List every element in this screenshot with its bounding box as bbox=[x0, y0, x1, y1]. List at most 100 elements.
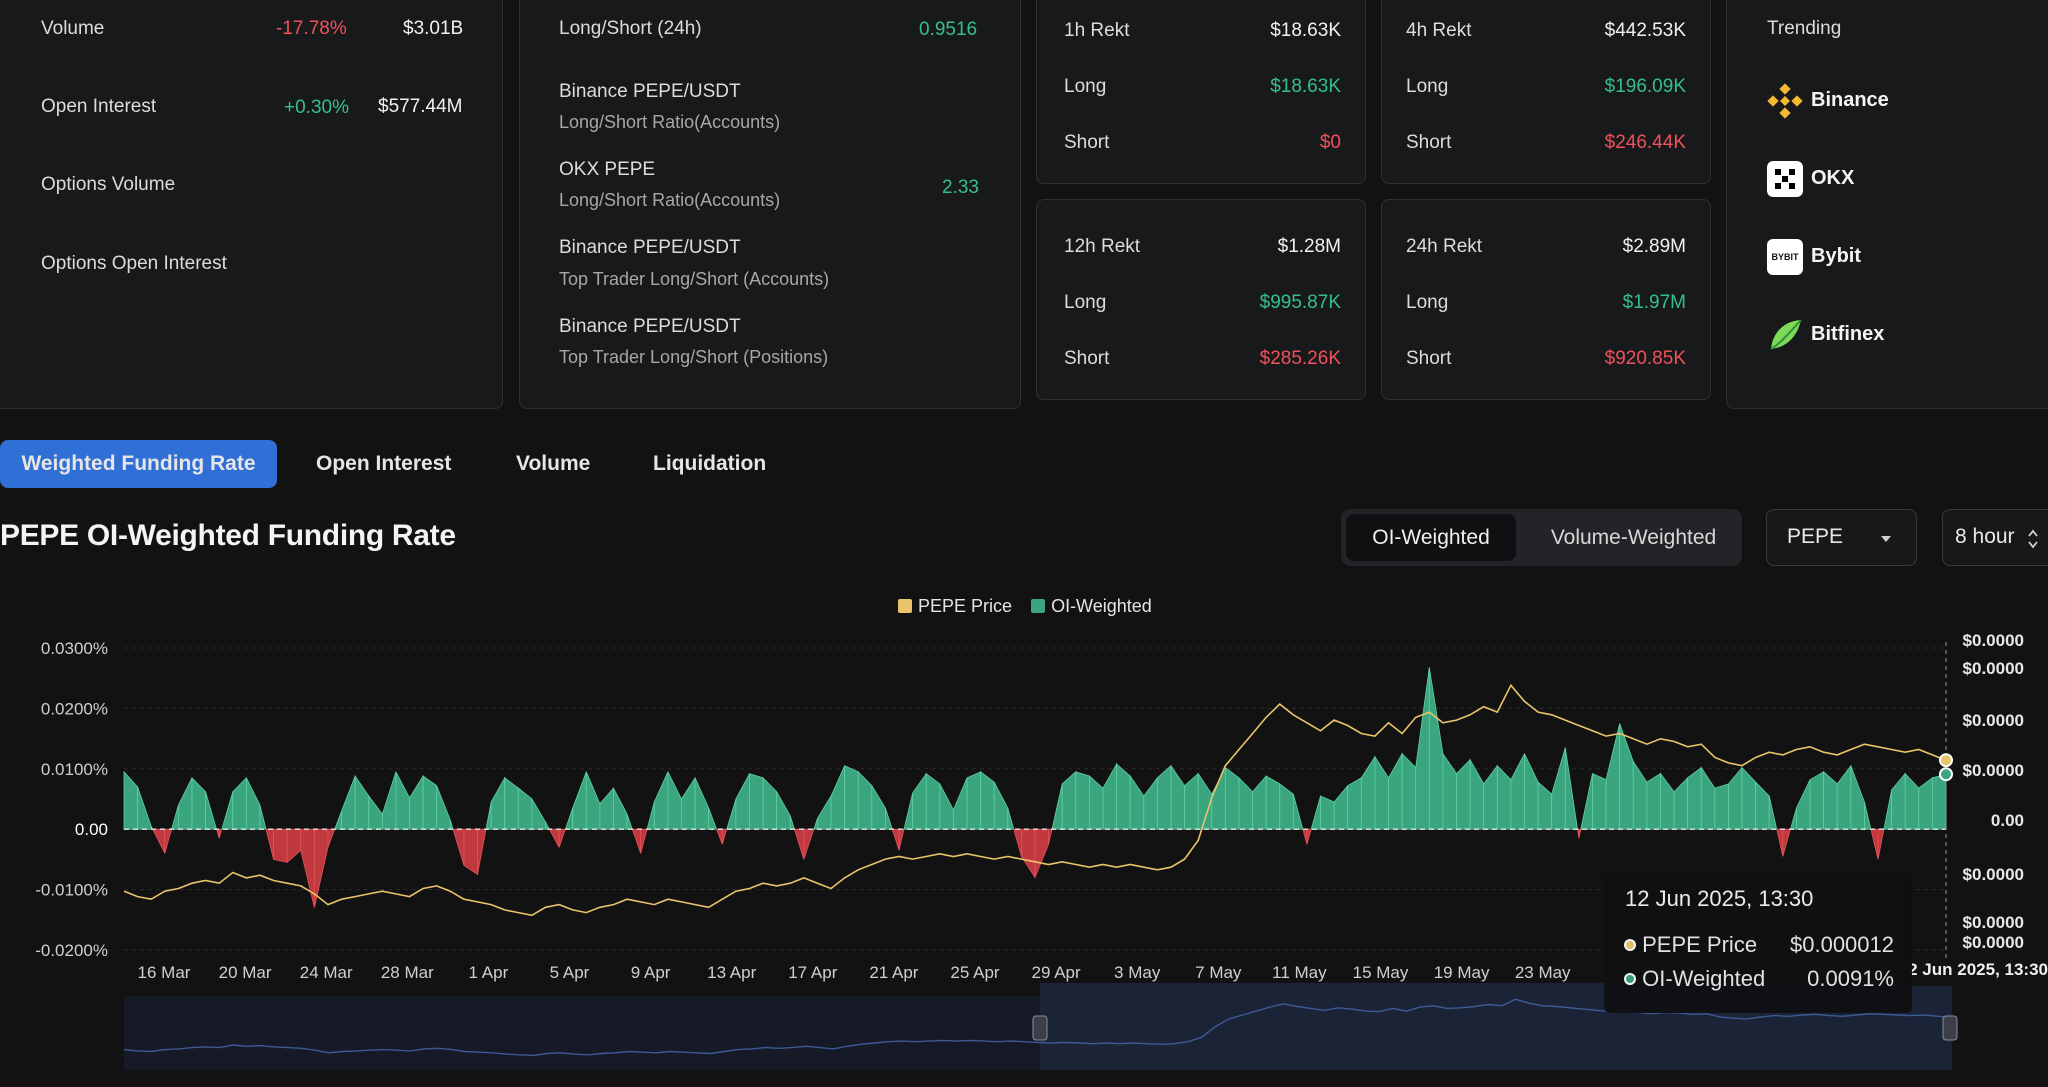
oi-area-positive bbox=[626, 813, 633, 830]
symbol-select-value: PEPE bbox=[1787, 525, 1844, 548]
oi-area-positive bbox=[844, 765, 859, 830]
oi-area-positive bbox=[1883, 789, 1893, 830]
market-stats-card: Volume -17.78% $3.01B Open Interest +0.3… bbox=[0, 0, 503, 409]
tab-liquidation[interactable]: Liquidation bbox=[653, 452, 767, 475]
oi-area-positive bbox=[1347, 777, 1362, 830]
oi-area-positive bbox=[1075, 771, 1090, 830]
trending-exchange-name: Bitfinex bbox=[1811, 323, 1885, 345]
oi-area-positive bbox=[1238, 776, 1253, 830]
oi-area-positive bbox=[232, 776, 247, 830]
y-tick-label-left: 0.0200% bbox=[41, 699, 108, 718]
volume-weighted-option[interactable]: Volume-Weighted bbox=[1550, 526, 1717, 549]
oi-area-positive bbox=[1333, 784, 1349, 830]
oi-area-positive bbox=[1211, 767, 1226, 830]
oi-area-positive bbox=[504, 777, 519, 830]
tooltip-value-oi: 0.0091% bbox=[1807, 966, 1894, 991]
oi-area-negative bbox=[265, 828, 274, 860]
oi-area-positive bbox=[789, 815, 795, 830]
oi-area-negative bbox=[327, 828, 336, 848]
x-tick-label: 29 Apr bbox=[1032, 963, 1081, 982]
oi-area-positive bbox=[1755, 781, 1770, 830]
rekt-long: $18.63K bbox=[1270, 76, 1341, 97]
oi-area-positive bbox=[334, 810, 342, 830]
y-tick-label-right: $0.0000 bbox=[1963, 659, 2024, 678]
oi-area-positive bbox=[735, 773, 750, 830]
oi-area-positive bbox=[1129, 774, 1145, 830]
oi-area-positive bbox=[585, 771, 601, 830]
x-tick-label: 20 Mar bbox=[219, 963, 272, 982]
oi-area-negative bbox=[273, 828, 288, 863]
symbol-select[interactable]: PEPE bbox=[1766, 509, 1917, 566]
oi-area-positive bbox=[830, 765, 846, 830]
oi-area-positive bbox=[1170, 764, 1185, 830]
oi-area-positive bbox=[667, 771, 682, 830]
oi-area-positive bbox=[1809, 771, 1825, 830]
oi-area-positive bbox=[1524, 753, 1539, 830]
oi-area-negative bbox=[558, 828, 566, 848]
oi-area-negative bbox=[548, 828, 560, 848]
rekt-title: 1h Rekt bbox=[1064, 20, 1130, 41]
interval-select[interactable]: 8 hour bbox=[1942, 509, 2048, 566]
oi-area-positive bbox=[1374, 755, 1389, 830]
oi-area-positive bbox=[1156, 764, 1172, 830]
oi-area-positive bbox=[564, 807, 574, 830]
funding-rate-chart[interactable]: 0.0300% 0.0200% 0.0100% 0.00 -0.0100% -0.0200… bbox=[0, 620, 2048, 1087]
navigator-line bbox=[123, 998, 1953, 1057]
oi-area-positive bbox=[885, 807, 893, 830]
oi-area-positive bbox=[1632, 760, 1648, 830]
trending-title: Trending bbox=[1767, 18, 1842, 39]
x-tick-label: 1 Apr bbox=[469, 963, 509, 982]
tab-volume[interactable]: Volume bbox=[516, 452, 591, 475]
legend-item-oi[interactable]: OI-Weighted bbox=[1031, 596, 1152, 617]
rekt-long-label: Long bbox=[1064, 292, 1107, 313]
y-tick-label-right: $0.0000 bbox=[1963, 933, 2024, 952]
rekt-card-4h: 4h Rekt $442.53K Long $196.09K Short $24… bbox=[1381, 0, 1711, 184]
oi-area-positive bbox=[409, 774, 424, 830]
bybit-logo-icon: BYBIT bbox=[1767, 239, 1803, 275]
oi-area-positive bbox=[1714, 783, 1729, 830]
x-tick-label: 5 Apr bbox=[550, 963, 590, 982]
oi-area-positive bbox=[1428, 667, 1444, 830]
ls-item-sub: Top Trader Long/Short (Accounts) bbox=[559, 269, 830, 289]
x-tick-label: 21 Apr bbox=[869, 963, 918, 982]
rekt-long-label: Long bbox=[1406, 76, 1449, 97]
oi-area-negative bbox=[300, 828, 315, 908]
tab-weighted-funding-rate[interactable]: Weighted Funding Rate bbox=[0, 440, 277, 488]
options-volume-label: Options Volume bbox=[41, 174, 176, 195]
trending-item-okx[interactable]: OKX bbox=[1767, 157, 1967, 201]
oi-area-positive bbox=[1592, 773, 1607, 830]
trending-item-bybit[interactable]: BYBIT Bybit bbox=[1767, 235, 1967, 279]
oi-area-negative bbox=[721, 828, 728, 845]
tab-open-interest[interactable]: Open Interest bbox=[316, 452, 452, 475]
oi-area-positive bbox=[449, 820, 454, 830]
binance-logo-icon bbox=[1767, 83, 1803, 119]
legend-swatch-oi bbox=[1031, 599, 1046, 613]
oi-area-negative bbox=[1302, 828, 1308, 845]
oi-area-positive bbox=[1891, 772, 1906, 830]
oi-area-positive bbox=[1823, 770, 1838, 830]
x-tick-label: 13 Apr bbox=[707, 963, 756, 982]
oi-weighted-option[interactable]: OI-Weighted bbox=[1346, 514, 1516, 561]
oi-weighted-series bbox=[123, 667, 1947, 908]
oi-area-positive bbox=[1605, 723, 1621, 830]
oi-hover-dot bbox=[1939, 767, 1953, 782]
oi-area-positive bbox=[354, 774, 370, 830]
tooltip-value-price: $0.000012 bbox=[1790, 932, 1894, 957]
open-interest-value: $577.44M bbox=[378, 96, 463, 117]
legend-item-price[interactable]: PEPE Price bbox=[898, 596, 1012, 617]
trending-item-bitfinex[interactable]: Bitfinex bbox=[1767, 313, 1967, 357]
x-tick-label: 3 May bbox=[1114, 963, 1161, 982]
trending-item-binance[interactable]: Binance bbox=[1767, 79, 1967, 123]
weighting-toggle: OI-Weighted Volume-Weighted bbox=[1341, 509, 1742, 566]
oi-area-positive bbox=[205, 791, 218, 830]
trending-exchange-name: OKX bbox=[1811, 167, 1855, 189]
bitfinex-logo-icon bbox=[1770, 319, 1802, 350]
oi-area-positive bbox=[485, 801, 492, 830]
x-tick-label: 17 Apr bbox=[788, 963, 837, 982]
rekt-short-label: Short bbox=[1406, 132, 1452, 153]
chart-tooltip: 12 Jun 2025, 13:30 PEPE Price $0.000012 … bbox=[1604, 873, 1912, 1013]
oi-area-positive bbox=[1768, 795, 1778, 830]
oi-area-positive bbox=[1310, 795, 1321, 830]
oi-area-positive bbox=[517, 787, 533, 830]
crosshair-date-label: 12 Jun 2025, 13:30 bbox=[1907, 958, 2048, 986]
